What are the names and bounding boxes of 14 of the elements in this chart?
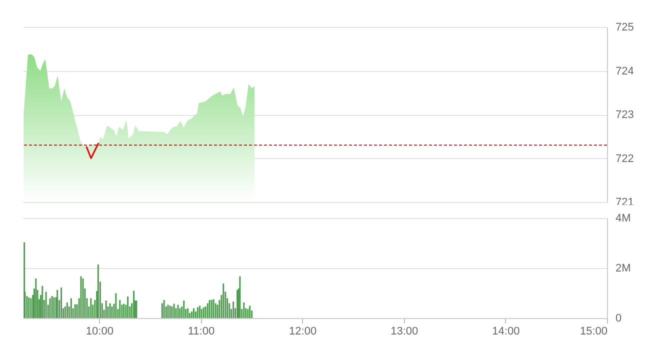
y-tick-label: 723 — [616, 109, 634, 121]
y-tick-label: 725 — [616, 22, 634, 34]
y-tick-label: 4M — [616, 212, 631, 224]
x-tick-label: 14:00 — [492, 326, 520, 338]
x-tick-label: 15:00 — [580, 326, 608, 338]
x-tick-label: 11:00 — [188, 326, 215, 338]
x-tick-label: 12:00 — [289, 326, 317, 338]
x-tick-label: 13:00 — [390, 326, 418, 338]
y-tick-label: 722 — [616, 152, 634, 165]
y-tick-label: 724 — [616, 65, 634, 78]
y-tick-label: 2M — [616, 262, 631, 274]
line-series — [86, 142, 100, 160]
x-tick-label: 10:00 — [86, 326, 114, 338]
y-tick-label: 0 — [616, 312, 622, 324]
